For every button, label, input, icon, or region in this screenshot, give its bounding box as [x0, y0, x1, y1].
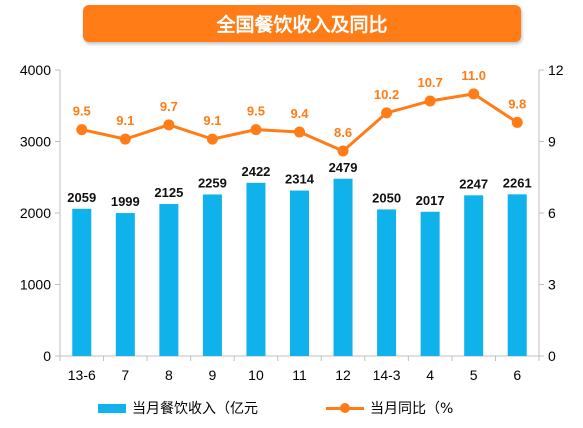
line-value-label: 9.1	[116, 113, 134, 128]
bar	[507, 194, 527, 356]
x-tick-label: 5	[470, 367, 478, 383]
legend-item-line: 当月同比（%	[326, 398, 453, 418]
x-tick-label: 9	[209, 367, 217, 383]
bar	[290, 190, 309, 356]
line-value-label: 9.5	[73, 104, 91, 119]
y-right-tick-label: 6	[548, 205, 556, 221]
chart-title: 全国餐饮收入及同比	[83, 5, 521, 42]
bar	[377, 209, 397, 356]
y-left-tick-label: 4000	[20, 62, 51, 78]
bar-value-label: 2422	[241, 164, 270, 179]
line-value-label: 9.1	[203, 113, 221, 128]
x-tick-label: 8	[165, 367, 173, 383]
line-point	[424, 95, 436, 107]
y-left-tick-label: 2000	[20, 205, 51, 221]
y-right-tick-label: 0	[548, 348, 556, 364]
x-tick-label: 10	[248, 367, 264, 383]
line-point	[337, 145, 349, 157]
legend-line-label: 当月同比（%	[370, 401, 454, 417]
line-value-label: 8.6	[334, 125, 352, 140]
line-value-label: 9.5	[247, 104, 265, 119]
bar-value-label: 2259	[198, 175, 227, 190]
line-point	[511, 116, 523, 128]
line-point	[76, 124, 88, 136]
bar-value-label: 2017	[416, 193, 445, 208]
line-value-label: 10.2	[374, 87, 399, 102]
bar	[115, 213, 135, 356]
bar	[202, 194, 222, 356]
y-left-tick-label: 0	[43, 348, 51, 364]
x-tick-label: 12	[335, 367, 351, 383]
x-tick-label: 11	[292, 367, 307, 383]
bar	[420, 211, 440, 356]
line-value-label: 11.0	[461, 68, 486, 83]
legend-bar-label: 当月餐饮收入（亿元	[132, 401, 258, 417]
y-right-tick-label: 12	[548, 62, 564, 78]
line-point	[250, 124, 262, 136]
line-value-label: 9.8	[508, 96, 526, 111]
bar	[72, 208, 92, 356]
y-left-tick-label: 1000	[20, 277, 51, 293]
line-point	[119, 133, 131, 145]
y-left-tick-label: 3000	[20, 134, 51, 150]
x-tick-label: 13-6	[68, 367, 96, 383]
bar-value-label: 1999	[111, 194, 140, 209]
bar-value-label: 2247	[459, 176, 488, 191]
bar-value-label: 2261	[503, 175, 532, 190]
bar	[464, 195, 484, 356]
x-tick-label: 4	[426, 367, 434, 383]
series-line	[81, 92, 519, 153]
line-point	[294, 126, 305, 138]
legend-line-swatch	[326, 402, 364, 414]
bar-value-label: 2314	[285, 172, 315, 187]
legend-bar-swatch	[98, 403, 126, 413]
y-right-tick-label: 9	[548, 134, 556, 150]
bar-value-label: 2479	[329, 160, 358, 175]
line-value-label: 9.4	[290, 106, 309, 121]
legend-item-bars: 当月餐饮收入（亿元	[98, 398, 258, 418]
line-value-label: 10.7	[417, 75, 442, 90]
bar	[159, 204, 179, 356]
y-right-tick-label: 3	[548, 277, 556, 293]
x-tick-label: 7	[121, 367, 129, 383]
line-point	[381, 107, 393, 119]
bar	[333, 178, 353, 356]
bar-value-label: 2125	[154, 185, 183, 200]
line-point	[468, 88, 480, 100]
x-tick-label: 14-3	[373, 367, 401, 383]
x-tick-label: 6	[513, 367, 521, 383]
line-point	[206, 133, 218, 145]
bar-value-label: 2050	[372, 190, 401, 205]
line-point	[163, 119, 175, 131]
line-value-label: 9.7	[160, 99, 178, 114]
bar-value-label: 2059	[67, 190, 96, 205]
bar	[246, 182, 266, 356]
